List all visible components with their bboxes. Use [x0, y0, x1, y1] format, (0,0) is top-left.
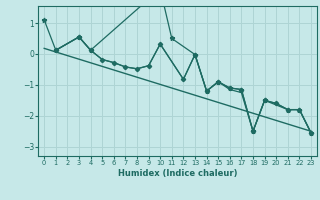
X-axis label: Humidex (Indice chaleur): Humidex (Indice chaleur)	[118, 169, 237, 178]
